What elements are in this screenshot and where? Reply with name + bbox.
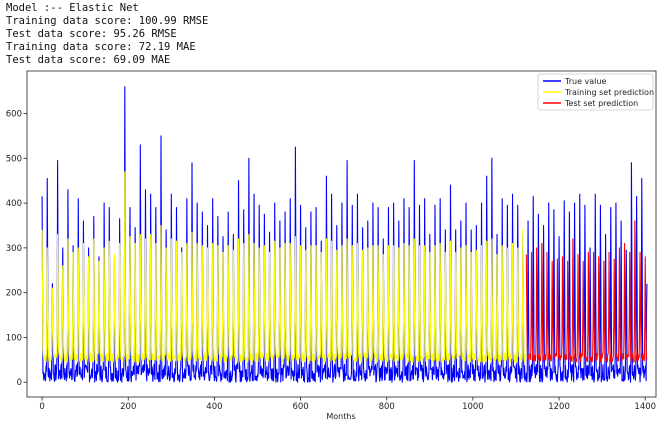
- x-tick-label: 1000: [462, 402, 484, 412]
- series-line-1: [41, 171, 527, 363]
- x-tick-label: 1200: [548, 402, 570, 412]
- x-tick-label: 400: [206, 402, 222, 412]
- axis-ticks: 0 200 400 600 800 1000 1200 1400 0 100 200 300 400 50…: [6, 110, 656, 412]
- legend: True value Training set prediction Test …: [537, 73, 654, 111]
- console-output: Model :-- Elastic Net Training data scor…: [6, 2, 208, 67]
- y-tick-label: 400: [6, 199, 22, 209]
- legend-box: [537, 73, 654, 111]
- plot-area: [41, 86, 648, 383]
- legend-label-test: Test set prediction: [564, 99, 638, 108]
- y-tick-label: 300: [6, 244, 22, 254]
- test-rmse-line: Test data score: 95.26 RMSE: [6, 28, 177, 40]
- x-tick-label: 600: [292, 402, 308, 412]
- model-line: Model :-- Elastic Net: [6, 2, 139, 14]
- series-line-0: [41, 86, 648, 383]
- y-tick-label: 200: [6, 289, 22, 299]
- legend-label-true: True value: [564, 77, 606, 86]
- y-tick-label: 600: [6, 110, 22, 120]
- y-tick-label: 100: [6, 333, 22, 343]
- x-tick-label: 0: [39, 402, 44, 412]
- train-rmse-line: Training data score: 100.99 RMSE: [6, 15, 209, 27]
- y-tick-label: 0: [17, 378, 22, 388]
- y-tick-label: 500: [6, 154, 22, 164]
- test-mae-line: Test data score: 69.09 MAE: [6, 54, 171, 66]
- legend-label-train: Training set prediction: [564, 88, 654, 97]
- x-tick-label: 1400: [634, 402, 656, 412]
- x-tick-label: 200: [120, 402, 136, 412]
- axes-frame: [26, 70, 657, 398]
- series-line-2: [525, 220, 648, 363]
- train-mae-line: Training data score: 72.19 MAE: [6, 41, 196, 53]
- x-tick-label: 800: [379, 402, 395, 412]
- x-axis-label: Months: [326, 412, 355, 421]
